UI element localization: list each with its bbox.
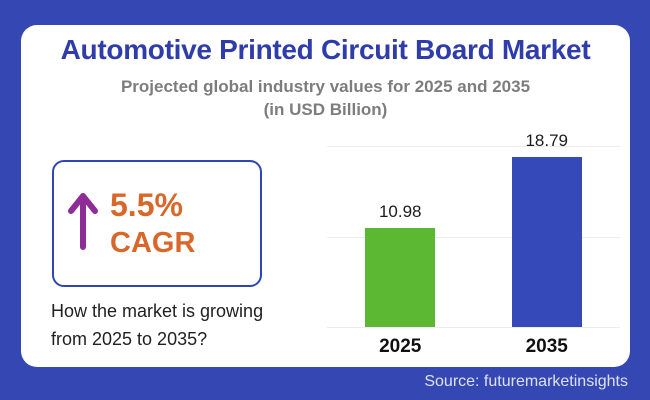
source-credit: Source: futuremarketinsights <box>424 373 628 390</box>
bar-category-label-2035: 2035 <box>525 336 568 357</box>
bar-value-label-2025: 10.98 <box>378 202 422 221</box>
bar-group-2035: 18.79 2035 <box>511 131 582 357</box>
bar-group-2025: 10.98 2025 <box>365 146 436 357</box>
gridline-10 <box>327 236 620 238</box>
bar-category-label-2025: 2025 <box>379 336 422 357</box>
subtitle-line-2: (in USD Billion) <box>263 100 388 119</box>
page-subtitle: Projected global industry values for 202… <box>21 75 630 121</box>
cagr-text: 5.5% CAGR <box>110 186 195 262</box>
gridline-0 <box>327 327 620 328</box>
gridline-20 <box>327 146 620 147</box>
bar-chart-plot: 10.98 2025 18.79 2035 <box>327 131 620 357</box>
cagr-label: CAGR <box>110 226 196 259</box>
cagr-callout-box: 5.5% CAGR <box>52 160 262 287</box>
up-arrow-icon <box>68 192 98 250</box>
subtitle-line-1: Projected global industry values for 202… <box>120 77 531 96</box>
bar-2025 <box>365 228 436 327</box>
cagr-value: 5.5% <box>110 186 183 223</box>
bar-value-label-2035: 18.79 <box>525 131 569 150</box>
content-card: Automotive Printed Circuit Board Market … <box>21 25 630 367</box>
question-text: How the market is growing from 2025 to 2… <box>51 297 263 353</box>
bar-2035 <box>511 157 582 327</box>
question-line-1: How the market is growing <box>51 301 264 321</box>
question-line-2: from 2025 to 2035? <box>51 329 208 349</box>
page-title: Automotive Printed Circuit Board Market <box>60 34 591 65</box>
